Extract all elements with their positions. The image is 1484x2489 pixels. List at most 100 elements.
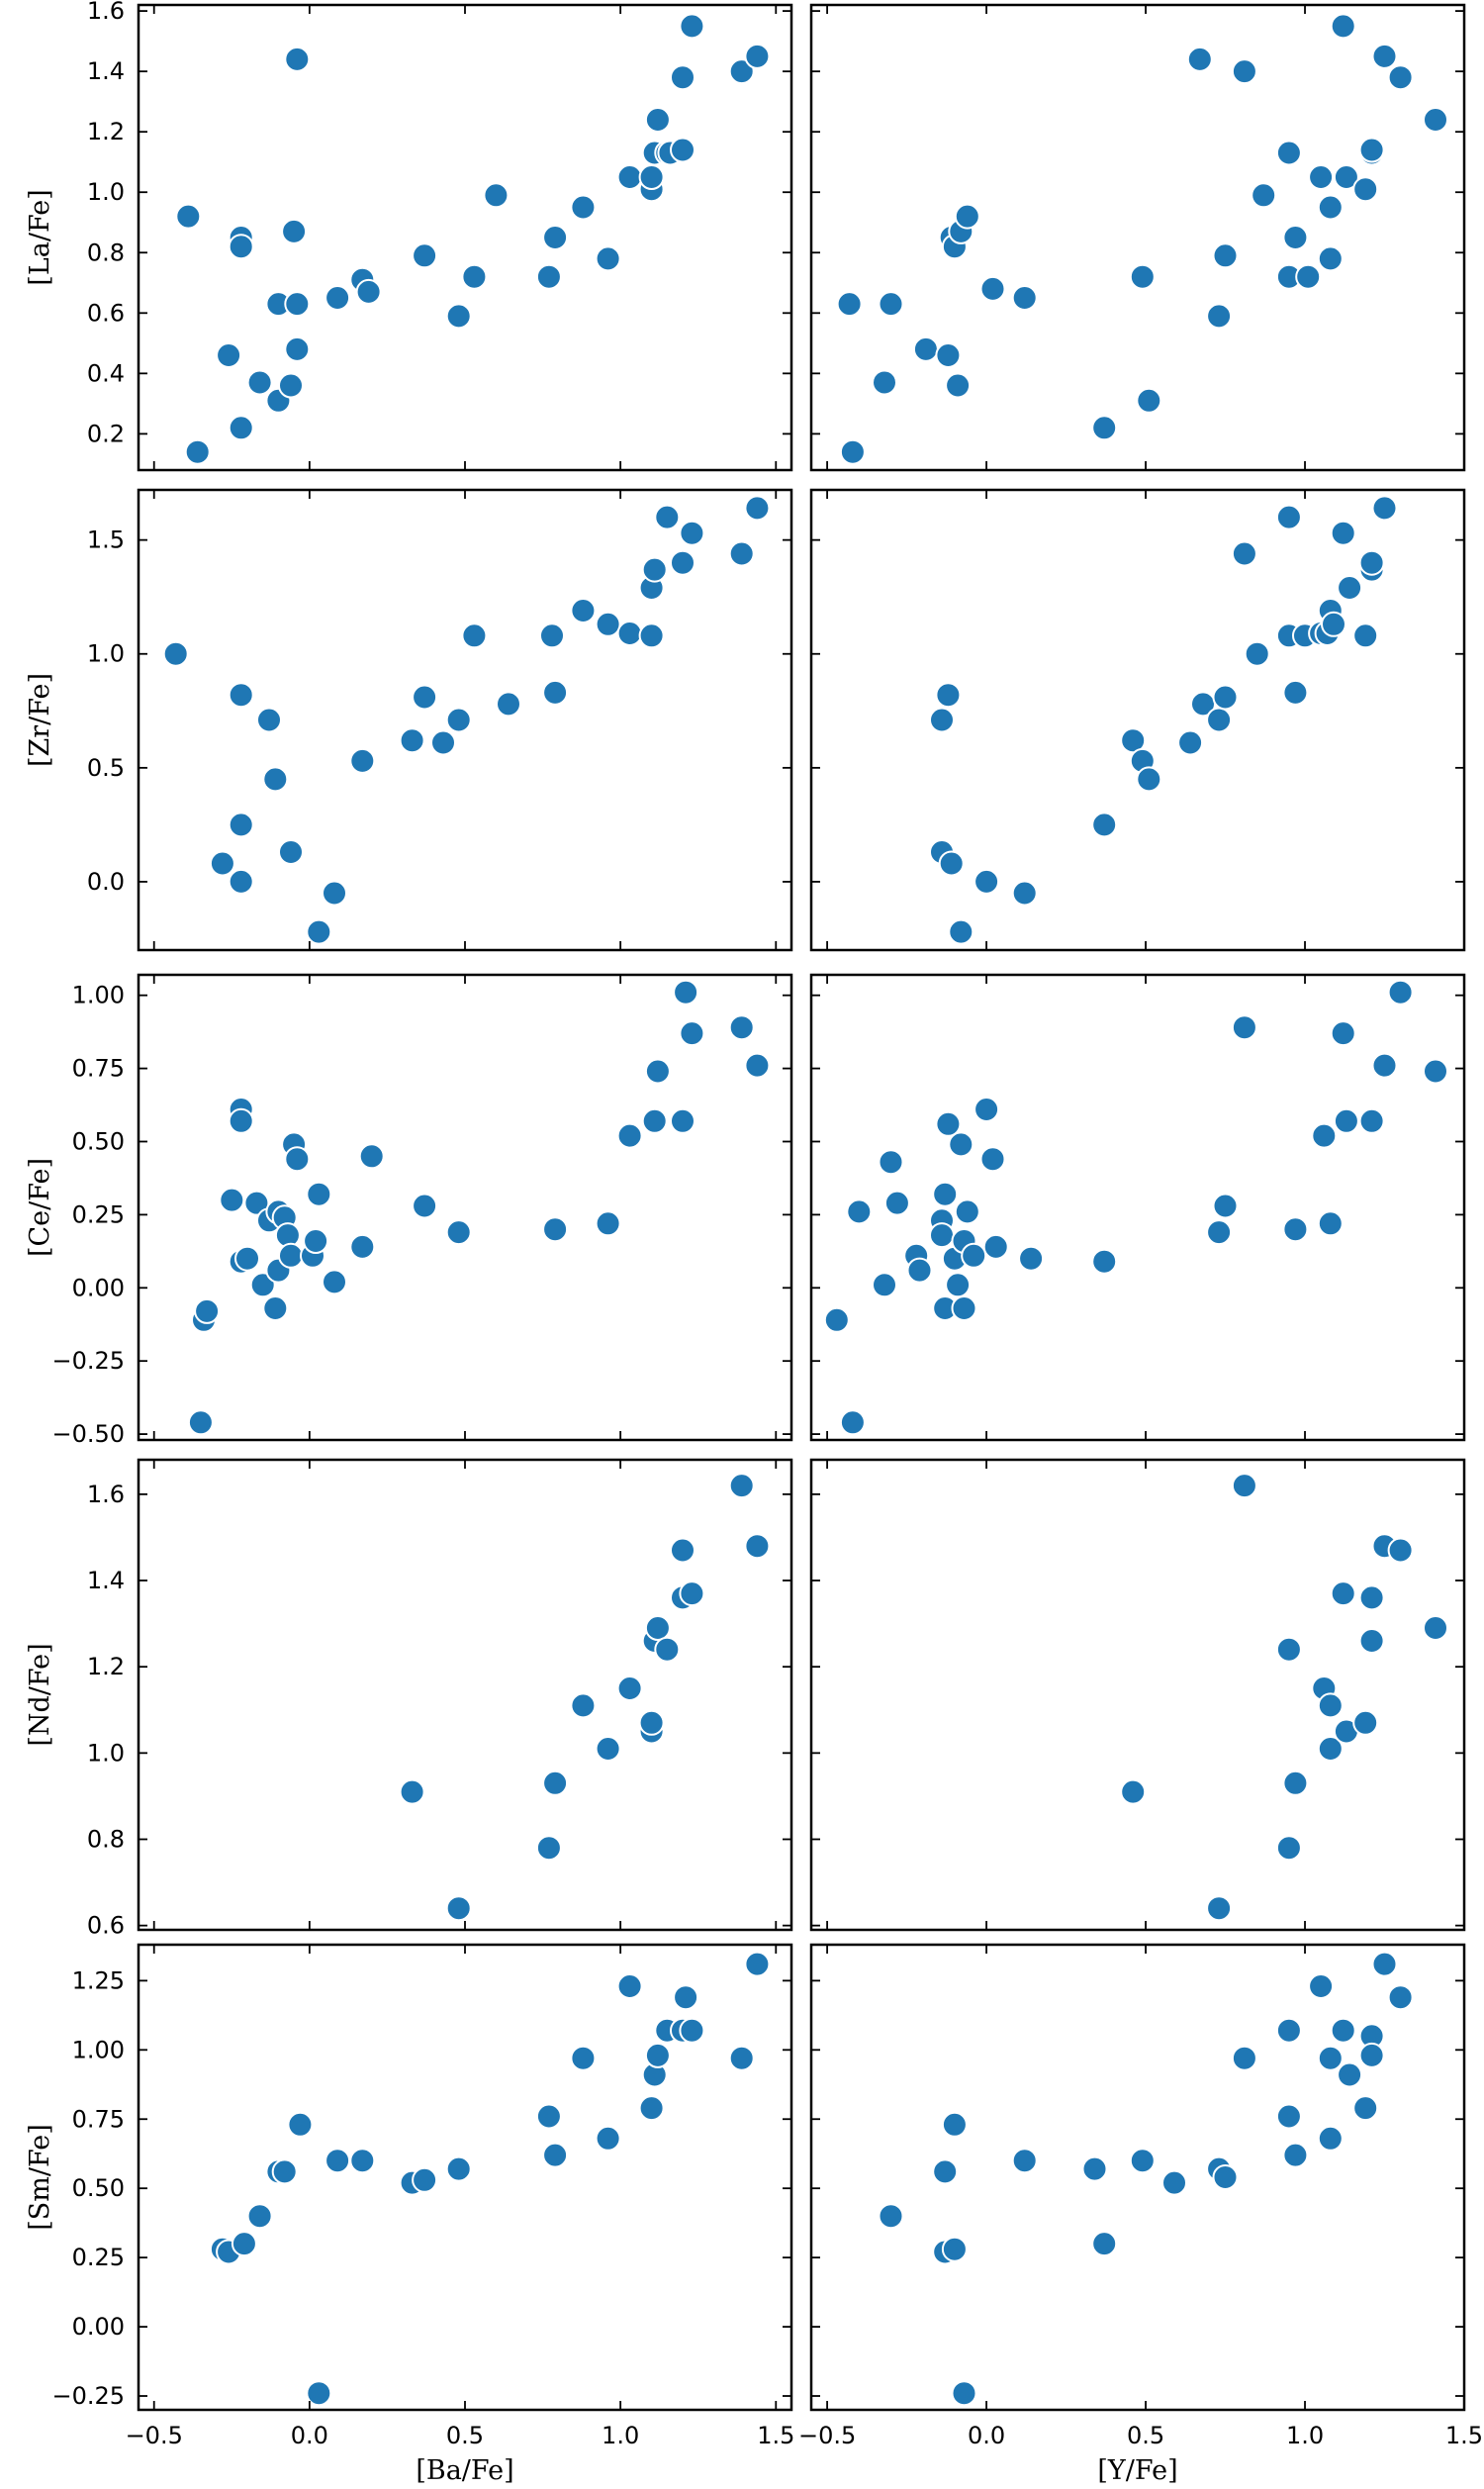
y-tick-label: −0.25 [51, 2382, 125, 2410]
data-point [673, 1984, 699, 2011]
data-point [1352, 176, 1379, 203]
data-point [979, 1146, 1006, 1173]
data-point [638, 622, 665, 649]
data-point [256, 707, 282, 733]
y-tick-label: 1.6 [87, 0, 125, 25]
data-point [1206, 1895, 1233, 1922]
data-point [929, 707, 955, 733]
data-point [616, 1675, 643, 1701]
data-point [744, 1951, 771, 1977]
data-point [570, 2045, 597, 2071]
y-tick-label: −0.25 [51, 1347, 125, 1375]
data-point [271, 2158, 298, 2185]
data-point [948, 1131, 974, 1158]
data-point [1129, 2148, 1156, 2174]
data-point [445, 303, 472, 330]
data-point [461, 622, 488, 649]
y-tick-label: 0.6 [87, 299, 125, 327]
y-tick-label: 0.4 [87, 359, 125, 387]
x-tick-label: 1.5 [1445, 2422, 1483, 2449]
data-point [1129, 263, 1156, 290]
data-point [1358, 549, 1385, 576]
data-point [883, 1190, 910, 1216]
x-tick-label: 1.5 [757, 2422, 794, 2449]
data-point [461, 263, 488, 290]
data-point [228, 415, 254, 441]
data-point [1317, 194, 1344, 221]
data-point [673, 979, 699, 1005]
data-point [932, 2158, 959, 2185]
data-point [262, 1295, 289, 1321]
data-point [679, 2017, 705, 2044]
data-point [1011, 285, 1038, 311]
data-point [638, 2095, 665, 2122]
data-point [216, 342, 242, 368]
data-point [679, 520, 705, 546]
data-point [1136, 387, 1162, 414]
data-point [412, 684, 438, 711]
y-tick-label: 0.50 [72, 1127, 125, 1155]
data-point [1387, 64, 1414, 91]
data-point [1231, 2045, 1257, 2071]
data-point [1352, 622, 1379, 649]
data-point [228, 682, 254, 709]
data-point [935, 342, 962, 368]
x-tick-label: 0.0 [291, 2422, 328, 2449]
data-point [284, 1146, 311, 1173]
data-point [1317, 1210, 1344, 1237]
data-point [399, 1778, 425, 1805]
data-point [595, 1210, 621, 1237]
x-tick-label: −0.5 [126, 2422, 183, 2449]
data-point [1358, 1628, 1385, 1654]
data-point [644, 2042, 671, 2068]
data-point [644, 1615, 671, 1641]
data-point [878, 291, 904, 318]
data-point [542, 1770, 569, 1796]
axes-frame [809, 3, 1466, 472]
data-point [1330, 1020, 1356, 1047]
data-point [281, 218, 308, 244]
data-point [162, 640, 189, 667]
data-point [1423, 1058, 1448, 1085]
data-point [1358, 1107, 1385, 1134]
data-point [322, 1269, 347, 1295]
data-point [249, 1272, 276, 1298]
x-tick-label: 0.5 [1127, 2422, 1164, 2449]
data-point [1352, 1709, 1379, 1736]
data-point [1091, 415, 1118, 441]
data-point [1282, 2142, 1309, 2168]
data-point [1011, 2148, 1038, 2174]
y-tick-label: 0.75 [72, 2105, 125, 2133]
data-point [412, 242, 438, 269]
y-tick-label: 0.25 [72, 1200, 125, 1228]
data-point [644, 107, 671, 133]
data-point [284, 335, 311, 362]
data-point [1251, 182, 1277, 209]
data-point [839, 1409, 866, 1436]
data-point [1212, 684, 1239, 711]
data-point [1275, 504, 1302, 530]
data-point [679, 1580, 705, 1607]
data-point [728, 1473, 755, 1499]
data-point [234, 1245, 260, 1272]
data-point [982, 1233, 1009, 1260]
data-point [670, 1107, 696, 1134]
data-point [194, 1297, 221, 1324]
y-axis-label: [Sm/Fe] [25, 2124, 55, 2231]
y-tick-label: −0.50 [51, 1420, 125, 1448]
x-tick-label: 1.0 [1286, 2422, 1324, 2449]
data-point [1244, 640, 1270, 667]
data-point [1186, 46, 1213, 72]
y-axis-label: [Ce/Fe] [25, 1158, 55, 1257]
data-point [1282, 225, 1309, 250]
data-point [228, 812, 254, 838]
data-point [570, 598, 597, 623]
data-point [728, 58, 755, 85]
y-tick-label: 0.0 [87, 868, 125, 896]
data-point [1231, 540, 1257, 567]
data-point [670, 549, 696, 576]
data-point [1275, 1835, 1302, 1862]
data-point [1275, 2017, 1302, 2044]
data-point [1120, 1778, 1147, 1805]
data-point [1275, 1636, 1302, 1663]
